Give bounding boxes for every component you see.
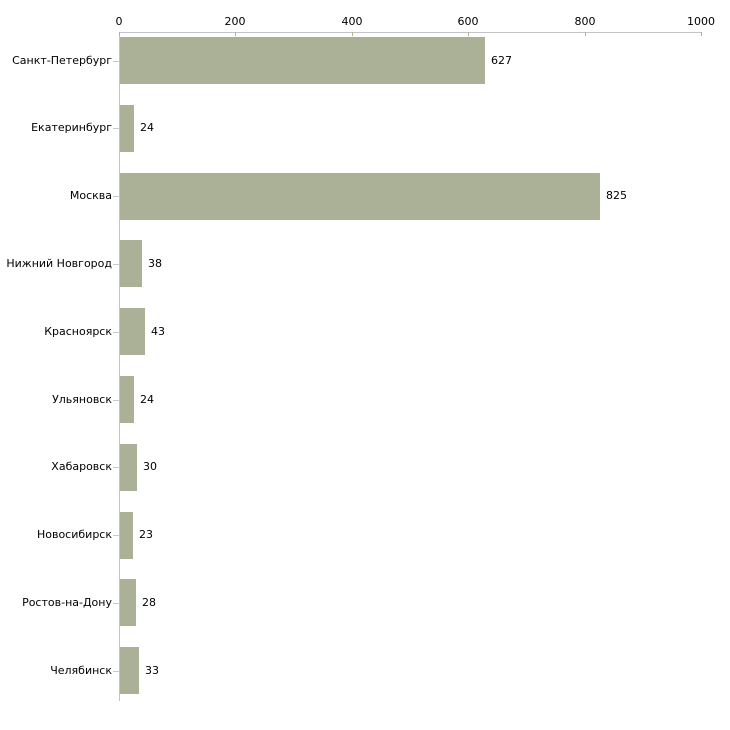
category-label: Новосибирск [36,528,112,541]
value-label: 38 [148,257,162,270]
x-axis-tick-label: 200 [224,15,246,28]
y-axis-line [119,32,120,701]
x-axis-tick-label: 600 [457,15,479,28]
category-label: Екатеринбург [31,121,112,134]
category-label: Ульяновск [52,393,112,406]
x-axis-tick-label: 1000 [687,15,715,28]
value-label: 33 [145,664,159,677]
category-label: Челябинск [50,664,112,677]
value-label: 24 [140,121,154,134]
value-label: 24 [140,393,154,406]
x-axis-tick-label: 0 [115,15,123,28]
category-label: Ростов-на-Дону [22,596,112,609]
bar-6 [120,376,134,423]
category-label: Красноярск [44,325,112,338]
y-axis-tick-mark [113,61,119,62]
bar-5 [120,308,145,355]
y-axis-tick-mark [113,467,119,468]
bar-2 [120,105,134,152]
bar-9 [120,579,136,626]
bar-4 [120,240,142,287]
y-axis-tick-mark [113,128,119,129]
x-axis-tick-mark [235,32,236,36]
category-label: Санкт-Петербург [12,54,112,67]
y-axis-tick-mark [113,264,119,265]
y-axis-tick-mark [113,535,119,536]
bar-8 [120,512,133,559]
x-axis-line [119,32,702,33]
value-label: 28 [142,596,156,609]
bar-3 [120,173,600,220]
category-label: Москва [69,189,112,202]
bar-10 [120,647,139,694]
x-axis-tick-mark [119,32,120,36]
value-label: 627 [491,54,512,67]
y-axis-tick-mark [113,603,119,604]
x-axis-tick-label: 800 [574,15,596,28]
bar-1 [120,37,485,84]
value-label: 43 [151,325,165,338]
y-axis-tick-mark [113,196,119,197]
bar-7 [120,444,137,491]
x-axis-tick-mark [468,32,469,36]
y-axis-tick-mark [113,332,119,333]
x-axis-tick-mark [352,32,353,36]
y-axis-tick-mark [113,400,119,401]
value-label: 23 [139,528,153,541]
x-axis-tick-label: 400 [341,15,363,28]
category-label: Хабаровск [51,460,112,473]
y-axis-tick-mark [113,671,119,672]
value-label: 30 [143,460,157,473]
x-axis-tick-mark [701,32,702,36]
category-label: Нижний Новгород [6,257,112,270]
value-label: 825 [606,189,627,202]
x-axis-tick-mark [585,32,586,36]
